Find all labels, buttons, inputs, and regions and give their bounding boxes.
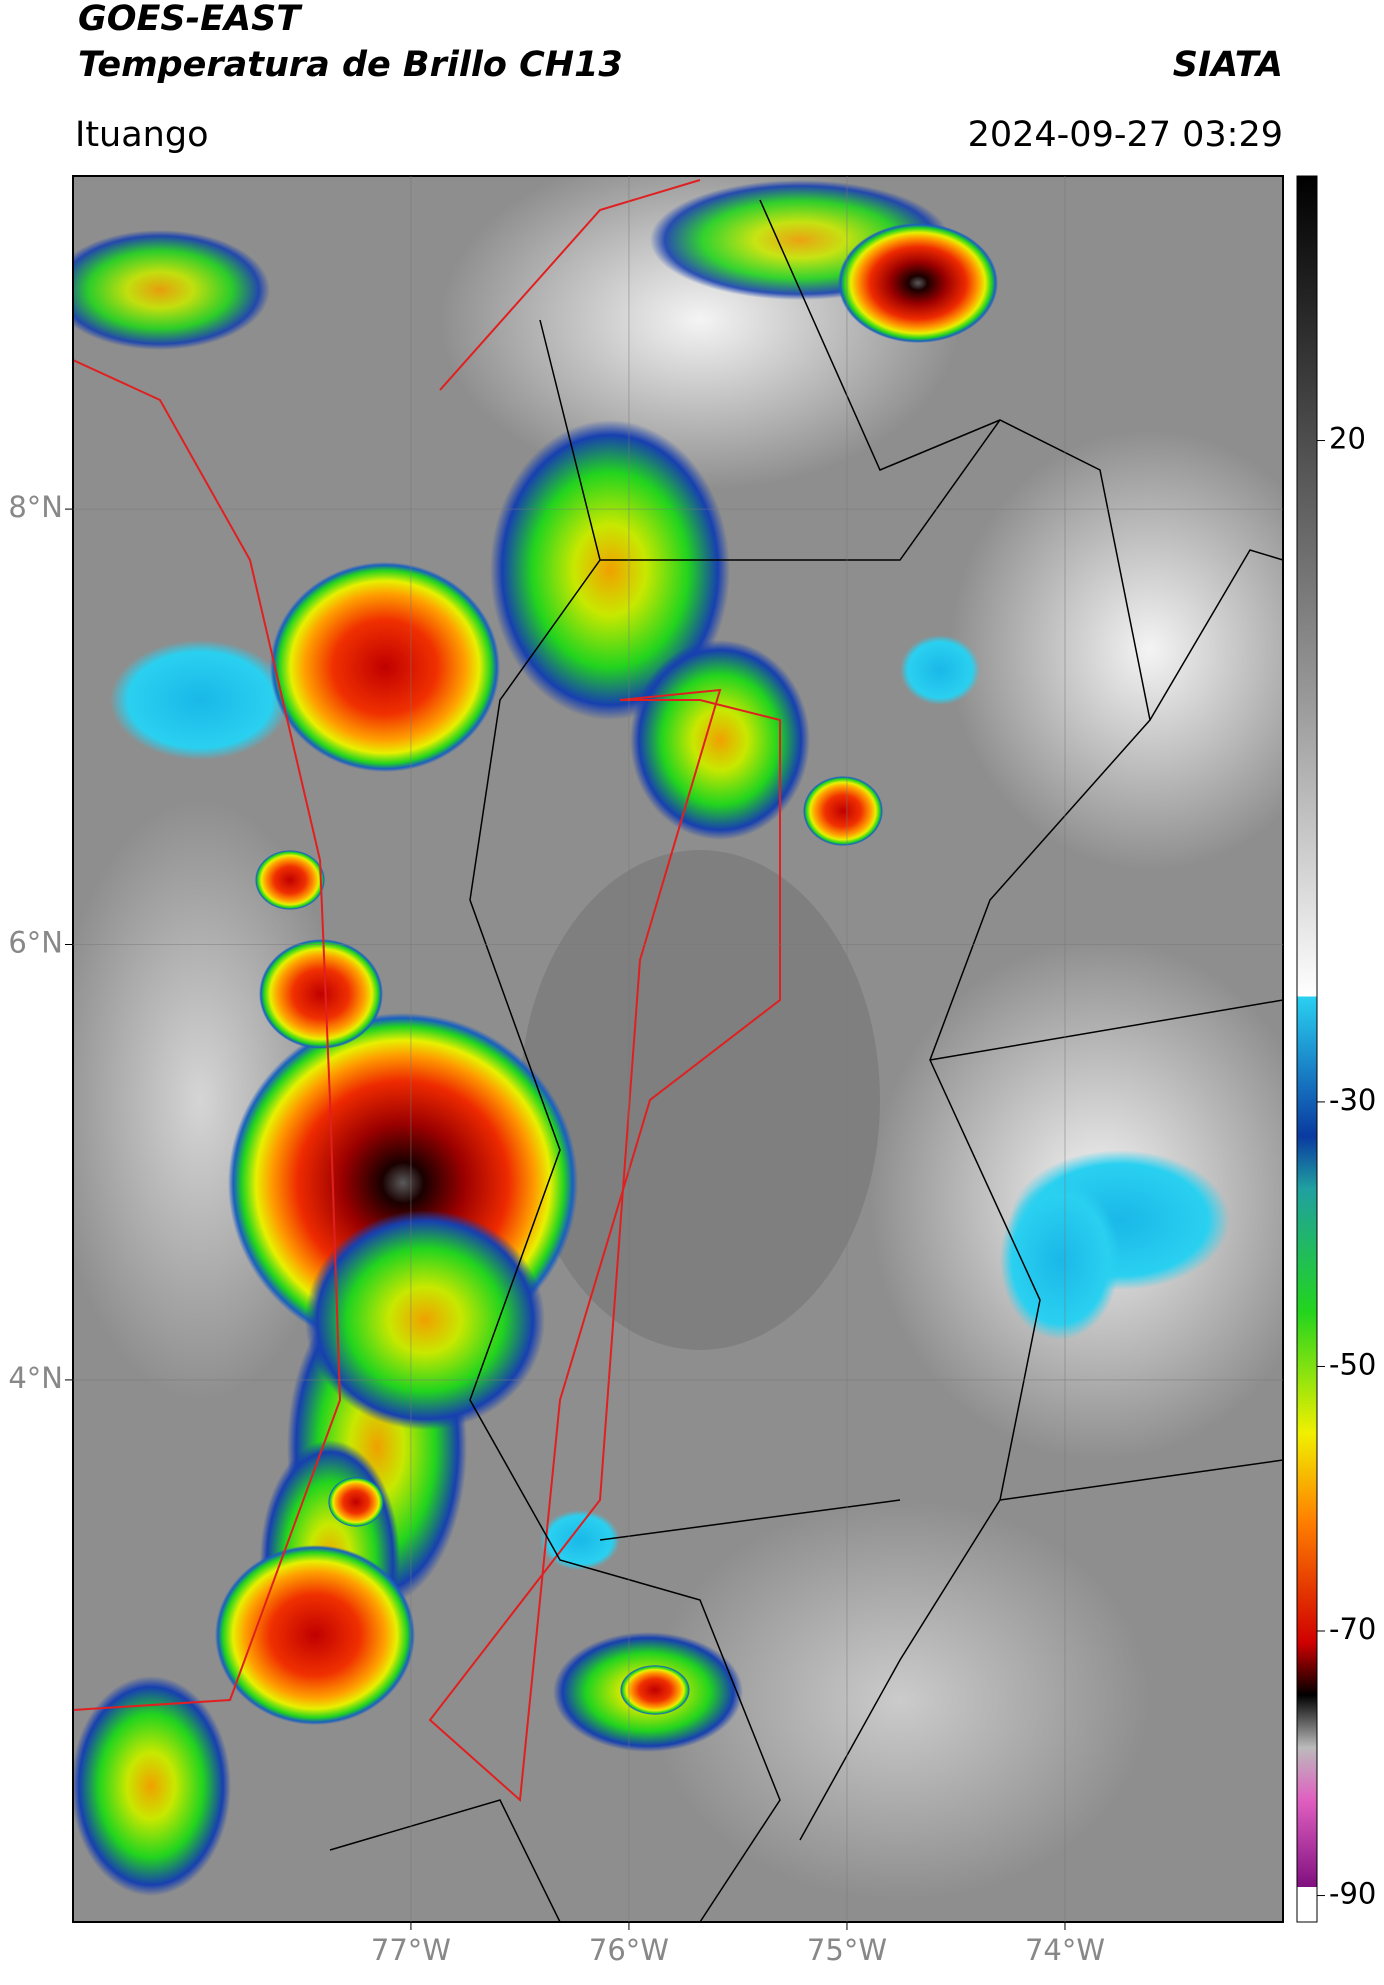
colorbar	[1296, 175, 1318, 1923]
x-tick-label: 75°W	[807, 1933, 887, 1967]
x-tick-label: 77°W	[371, 1933, 451, 1967]
datetime: 2024-09-27 03:29	[968, 115, 1283, 155]
source: SIATA	[1173, 45, 1283, 85]
x-tick-label: 76°W	[589, 1933, 669, 1967]
borders	[73, 179, 1283, 1922]
colorbar-label: 20	[1329, 422, 1366, 456]
y-tick-label: 6°N	[8, 926, 63, 960]
x-tick-label: 74°W	[1025, 1933, 1105, 1967]
y-tick-label: 8°N	[8, 490, 63, 524]
subtitle: Temperatura de Brillo CH13	[78, 45, 623, 85]
y-tick-label: 4°N	[8, 1361, 63, 1395]
colorbar-label: -30	[1329, 1083, 1376, 1117]
location: Ituango	[75, 115, 209, 155]
colorbar-label: -90	[1329, 1877, 1376, 1911]
satellite-image	[73, 176, 1283, 1922]
colorbar-label: -50	[1329, 1347, 1376, 1381]
map-frame	[72, 175, 1284, 1923]
title: GOES-EAST	[78, 0, 303, 39]
colorbar-label: -70	[1329, 1612, 1376, 1646]
